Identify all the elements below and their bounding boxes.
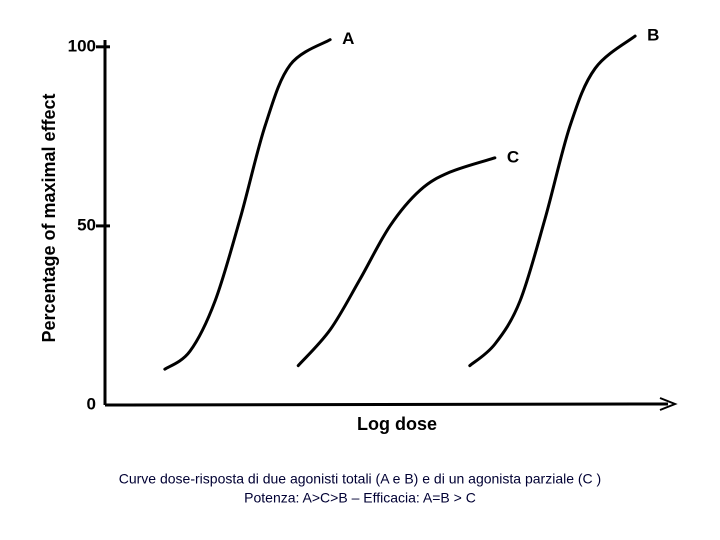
curve (468, 34, 637, 368)
curve-label: C (507, 147, 519, 166)
curve-label: A (342, 29, 354, 48)
y-tick-label: 50 (77, 215, 96, 234)
caption-line: Potenza: A>C>B – Efficacia: A=B > C (244, 490, 476, 506)
y-tick-label: 100 (68, 36, 96, 55)
curve-label: B (647, 26, 659, 45)
x-axis-title: Log dose (357, 414, 437, 434)
caption-line: Curve dose-risposta di due agonisti tota… (119, 471, 601, 487)
x-axis-arrow (659, 397, 678, 411)
curve (163, 38, 332, 371)
y-axis-title: Percentage of maximal effect (39, 93, 59, 342)
x-axis (104, 402, 669, 407)
curve (296, 156, 497, 368)
y-tick-label: 0 (87, 394, 96, 413)
